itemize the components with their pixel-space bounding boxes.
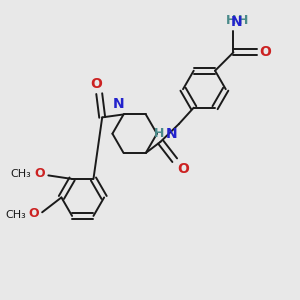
Text: O: O <box>28 207 39 220</box>
Text: N: N <box>112 98 124 112</box>
Text: H: H <box>226 14 236 27</box>
Text: O: O <box>35 167 45 180</box>
Text: O: O <box>259 45 271 59</box>
Text: N: N <box>231 15 243 28</box>
Text: H: H <box>238 14 248 27</box>
Text: CH₃: CH₃ <box>11 169 31 179</box>
Text: N: N <box>166 127 177 141</box>
Text: H: H <box>154 127 165 140</box>
Text: O: O <box>177 162 189 176</box>
Text: O: O <box>90 77 102 91</box>
Text: CH₃: CH₃ <box>5 210 26 220</box>
